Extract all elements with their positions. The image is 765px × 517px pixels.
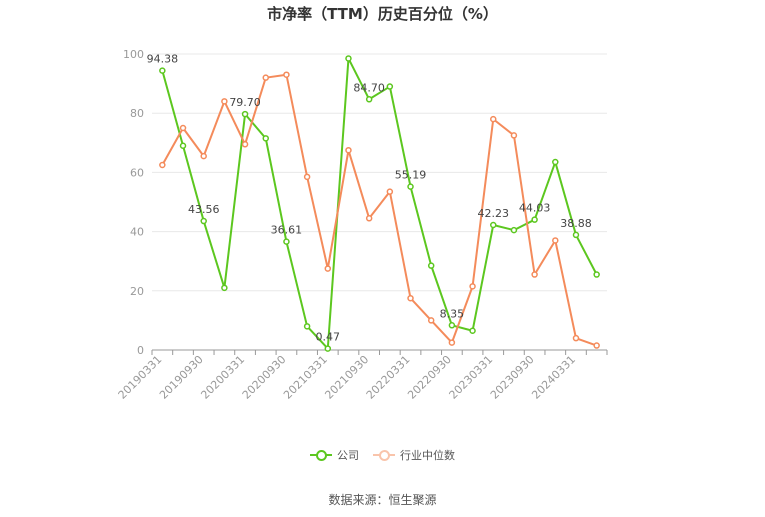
data-point	[303, 173, 311, 181]
data-point	[552, 237, 559, 244]
data-point	[179, 124, 187, 132]
data-point	[572, 334, 580, 342]
data-point	[448, 322, 456, 329]
data-point	[593, 271, 600, 278]
x-tick-label: 20210331	[281, 353, 330, 402]
data-point	[510, 132, 518, 139]
data-point	[324, 265, 332, 272]
legend-label-company: 公司	[337, 449, 359, 462]
y-tick-label: 20	[130, 285, 144, 298]
data-label: 42.23	[478, 207, 510, 220]
data-point	[241, 110, 249, 118]
data-point	[345, 146, 352, 154]
data-label: 44.03	[519, 202, 551, 215]
data-point	[469, 327, 476, 335]
data-point	[241, 141, 249, 148]
data-point	[490, 115, 497, 123]
x-tick-label: 20200930	[240, 353, 289, 402]
x-tick-label: 20230331	[447, 353, 496, 402]
data-label: 55.19	[395, 169, 427, 182]
x-tick-label: 20210930	[322, 353, 371, 402]
data-label: 43.56	[188, 203, 220, 216]
data-point	[365, 96, 373, 103]
x-tick-label: 20200331	[198, 353, 247, 402]
x-tick-label: 20190930	[157, 353, 206, 402]
data-point	[345, 55, 352, 62]
data-point	[179, 142, 187, 150]
legend-swatch-industry-median	[373, 449, 395, 461]
data-point	[407, 183, 414, 190]
data-point	[593, 342, 600, 349]
data-point	[283, 238, 290, 245]
y-tick-label: 40	[130, 226, 144, 239]
data-point	[448, 339, 456, 346]
data-point	[283, 71, 290, 78]
data-point	[324, 345, 332, 352]
data-point	[552, 158, 559, 166]
series-line-0	[161, 57, 598, 350]
data-point	[303, 323, 311, 330]
data-point	[200, 152, 207, 160]
chart-title: 市净率（TTM）历史百分位（%）	[267, 5, 498, 23]
y-tick-label: 60	[130, 166, 144, 179]
legend: 公司 行业中位数	[0, 447, 765, 463]
data-point	[221, 284, 228, 292]
legend-swatch-company	[310, 449, 332, 461]
data-point	[159, 161, 166, 169]
data-label: 38.88	[560, 217, 592, 230]
data-label: 36.61	[271, 224, 303, 237]
x-tick-label: 20240331	[529, 353, 578, 402]
data-label: 84.70	[353, 81, 385, 94]
data-label: 79.70	[229, 96, 261, 109]
x-tick-label: 20190331	[116, 353, 165, 402]
x-tick-label: 20230930	[488, 353, 537, 402]
legend-label-industry-median: 行业中位数	[400, 449, 455, 462]
x-tick-label: 20220930	[405, 353, 454, 402]
data-label: 8.35	[440, 307, 465, 320]
data-point	[407, 294, 414, 302]
data-label: 94.38	[147, 53, 179, 66]
series-line-1	[161, 73, 597, 347]
data-point	[427, 317, 435, 324]
data-point	[490, 221, 497, 229]
data-point	[510, 226, 518, 234]
y-tick-label: 100	[123, 48, 144, 61]
data-point	[262, 74, 269, 81]
legend-item-company[interactable]: 公司	[310, 447, 359, 463]
legend-item-industry-median[interactable]: 行业中位数	[373, 447, 455, 463]
line-chart: 0 20 40 60 80 100 2019033120190930202003312020…	[116, 48, 608, 402]
data-point	[262, 135, 269, 142]
data-point	[469, 283, 476, 290]
data-label: 0.47	[316, 331, 341, 344]
data-source: 数据来源：恒生聚源	[328, 493, 437, 507]
data-point	[221, 98, 228, 105]
data-point	[365, 215, 373, 222]
data-point	[572, 231, 580, 239]
data-point	[200, 217, 207, 225]
data-point	[386, 188, 394, 195]
x-tick-label: 20220331	[364, 353, 413, 402]
data-point	[386, 83, 394, 90]
y-tick-label: 0	[137, 344, 144, 357]
data-point	[531, 271, 538, 278]
data-point	[531, 216, 538, 223]
y-tick-label: 80	[130, 107, 144, 120]
data-point	[427, 262, 435, 269]
data-point	[159, 67, 166, 74]
